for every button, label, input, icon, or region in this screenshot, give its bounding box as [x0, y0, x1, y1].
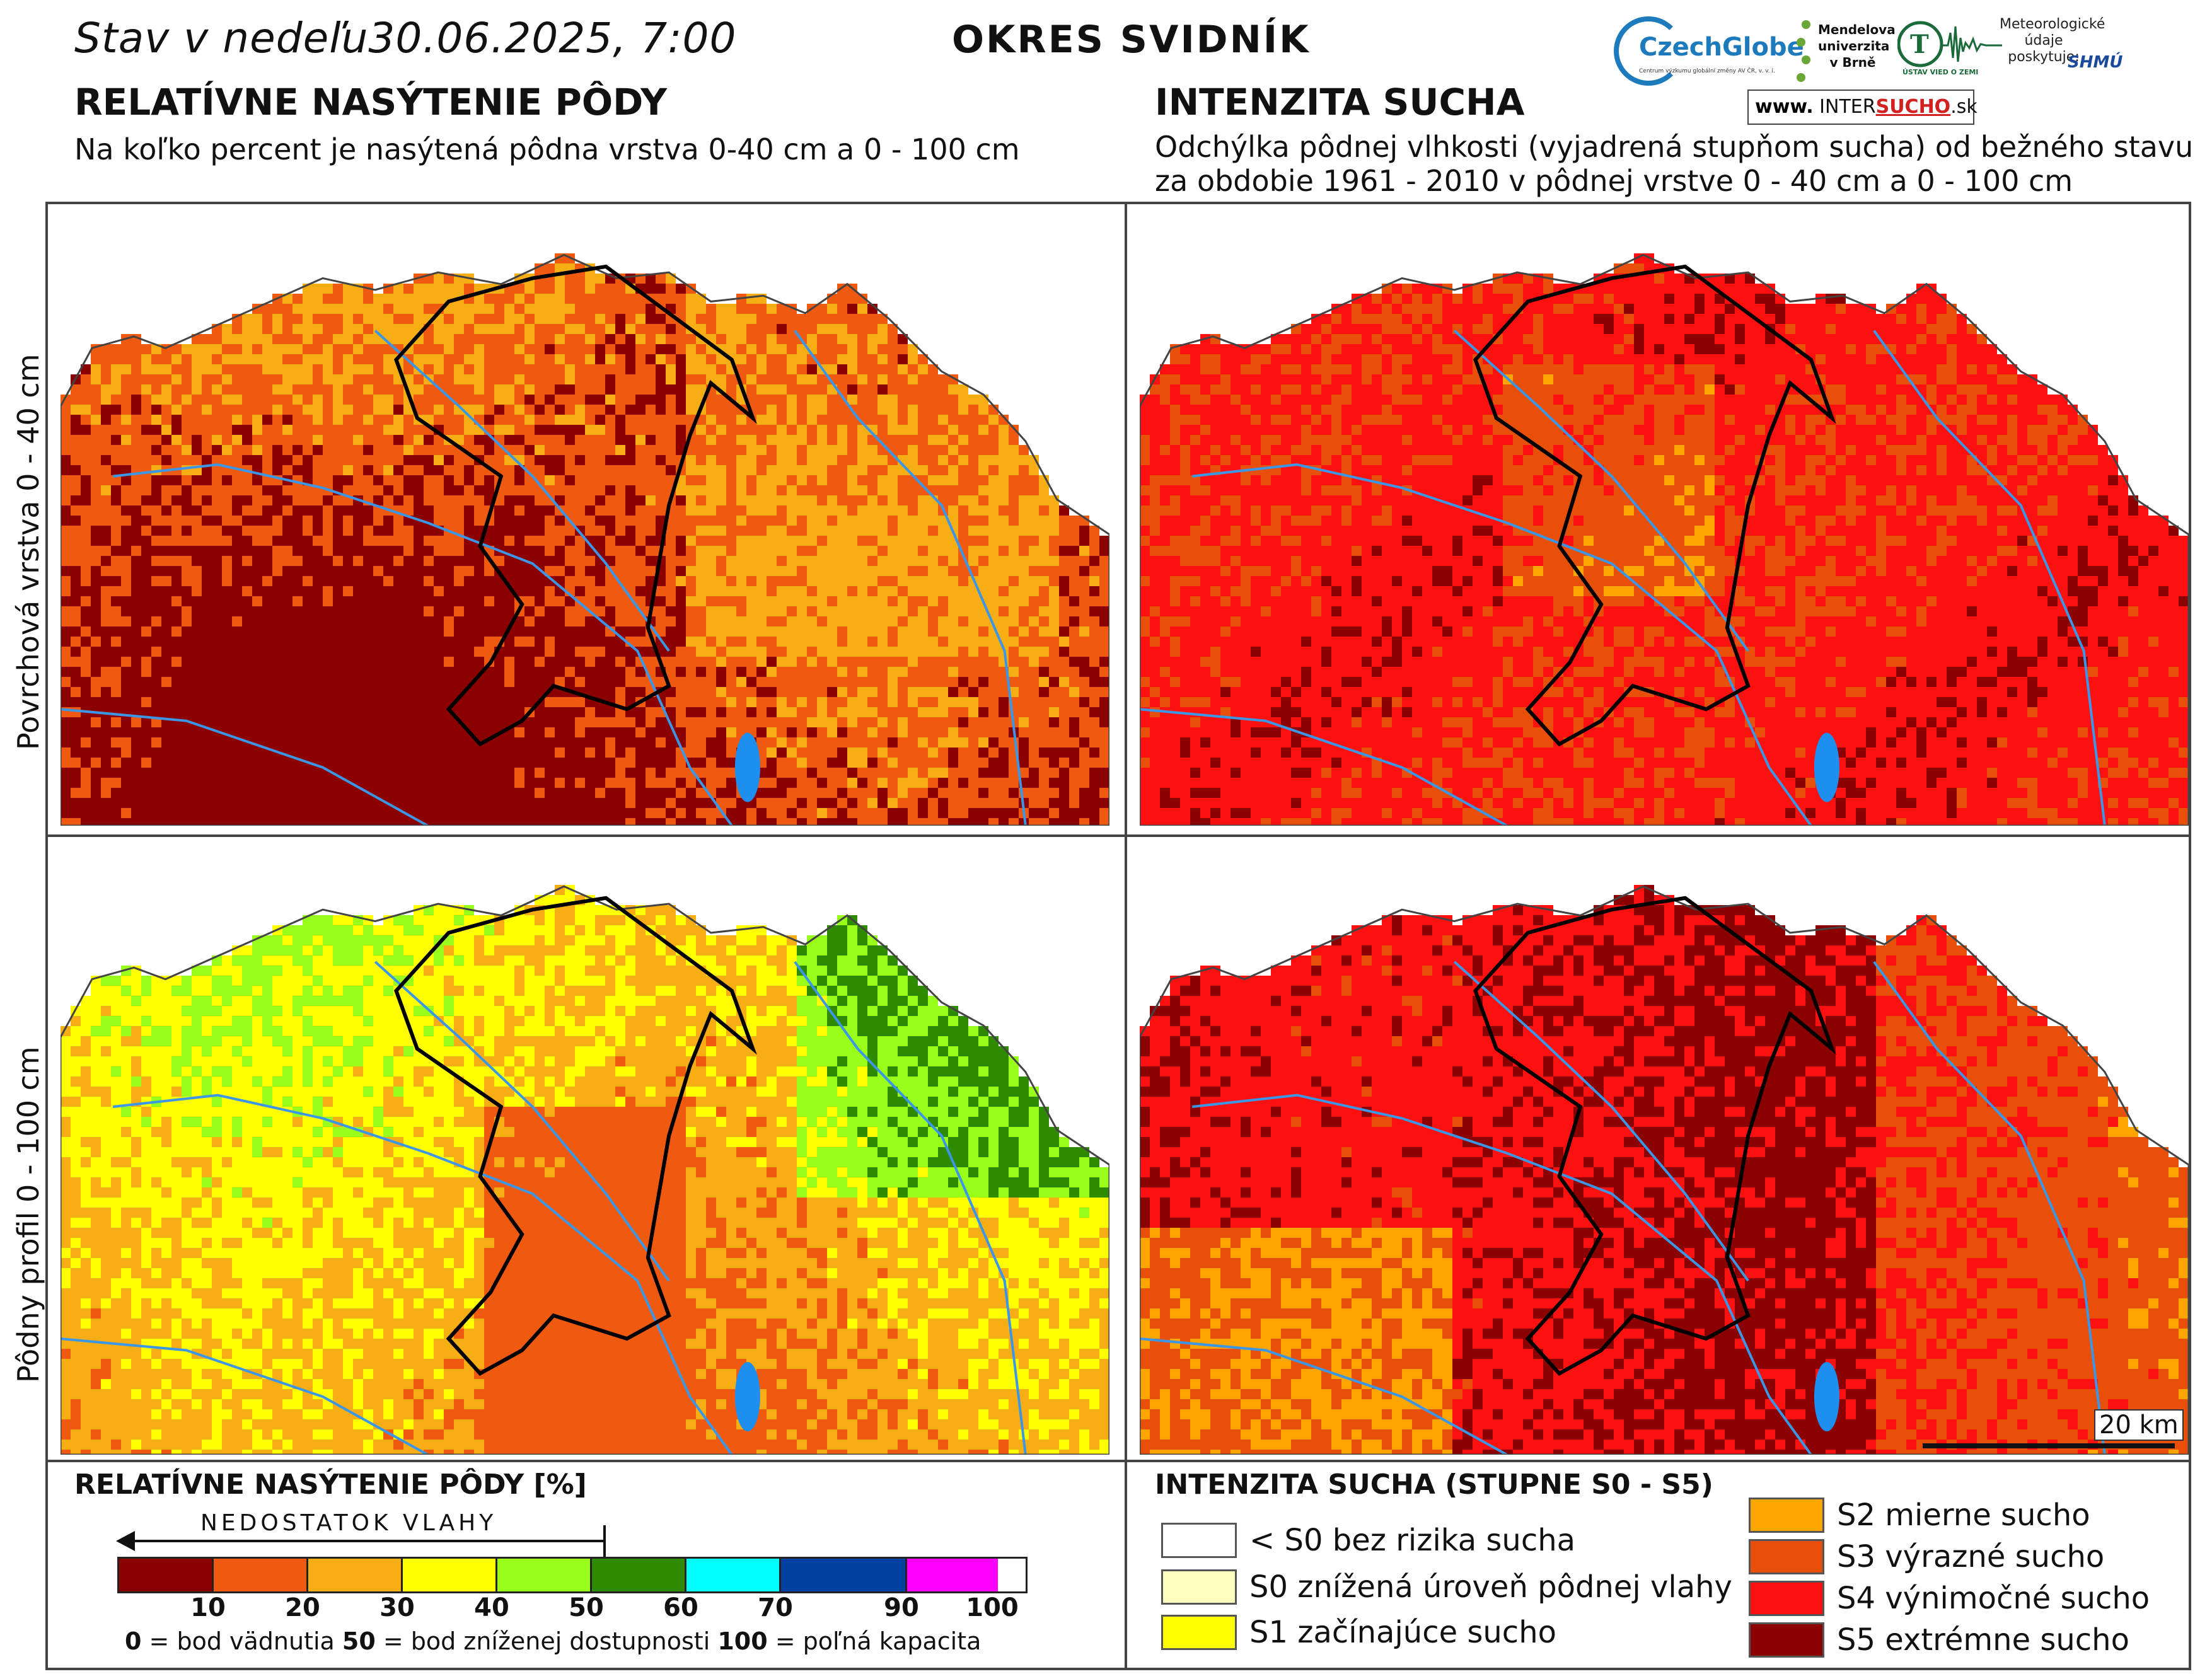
- map-drought-profile: [1140, 875, 2189, 1455]
- drought-legend-swatch: [1749, 1622, 1824, 1658]
- shmu-caption: Meteorologické údaje poskytuje:: [2000, 16, 2105, 66]
- drought-legend-label: S2 mierne sucho: [1837, 1498, 2090, 1533]
- saturation-legend-title: RELATÍVNE NASÝTENIE PÔDY [%]: [74, 1469, 587, 1501]
- deficit-arrow: [116, 1531, 605, 1551]
- colorbar-tick-label: 30: [379, 1593, 415, 1622]
- intersucho-logo: www. INTERSUCHO.sk: [1747, 89, 1977, 125]
- drought-legend-title: INTENZITA SUCHA (STUPNE S0 - S5): [1155, 1469, 1713, 1501]
- saturation-colorbar: [117, 1557, 1028, 1593]
- drought-legend-swatch: [1749, 1539, 1824, 1574]
- map-drought-topsoil: [1140, 243, 2189, 826]
- colorbar-tick-label: 10: [190, 1593, 226, 1622]
- date-label: Stav v nedeľu30.06.2025, 7:00: [74, 14, 736, 62]
- partner-logos: CzechGlobe Centrum výzkumu globální změn…: [1601, 8, 2143, 125]
- drought-legend-label: S5 extrémne sucho: [1837, 1622, 2129, 1658]
- grid-divider-horizontal: [45, 834, 2191, 837]
- drought-legend-swatch: [1161, 1615, 1237, 1650]
- district-title: OKRES SVIDNÍK: [952, 18, 1311, 62]
- shmu-logo: SHMÚ: [2068, 53, 2122, 72]
- svg-text:T: T: [1910, 30, 1929, 59]
- drought-legend-label: < S0 bez rizika sucha: [1249, 1523, 1575, 1558]
- row-label-topsoil: Povrchová vrstva 0 - 40 cm: [11, 354, 45, 750]
- drought-legend-item: S0 znížená úroveň pôdnej vlahy: [1161, 1568, 1732, 1606]
- colorbar-swatch-60-70: [686, 1559, 781, 1591]
- scale-bar-label: 20 km: [2094, 1409, 2184, 1441]
- drought-legend-label: S4 výnimočné sucho: [1837, 1581, 2150, 1616]
- colorbar-swatch-40-50: [497, 1559, 592, 1591]
- row-label-profile: Pôdny profil 0 - 100 cm: [11, 1046, 45, 1383]
- map-saturation-topsoil: [61, 243, 1109, 826]
- mendel-university-logo: Mendelova univerzita v Brně: [1797, 15, 1896, 91]
- drought-legend-label: S0 znížená úroveň pôdnej vlahy: [1249, 1569, 1732, 1605]
- drought-legend-swatch: [1161, 1569, 1237, 1605]
- earth-science-institute-logo: T ÚSTAV VIED O ZEMI: [1897, 20, 2005, 83]
- map-saturation-profile: [61, 875, 1109, 1455]
- drought-legend-label: S1 začínajúce sucho: [1249, 1615, 1556, 1650]
- colorbar-swatch-30-40: [403, 1559, 497, 1591]
- drought-legend-item: S5 extrémne sucho: [1749, 1621, 2129, 1659]
- drought-legend-item: S1 začínajúce sucho: [1161, 1613, 1556, 1651]
- saturation-subtitle: Na koľko percent je nasýtená pôdna vrstv…: [74, 132, 1020, 166]
- colorbar-tick-label: 40: [474, 1593, 509, 1622]
- colorbar-swatch-90-100: [907, 1559, 998, 1591]
- colorbar-swatch-70-90: [781, 1559, 907, 1591]
- czechglobe-logo: CzechGlobe Centrum výzkumu globální změn…: [1614, 16, 1804, 86]
- drought-legend-item: S3 výrazné sucho: [1749, 1538, 2104, 1576]
- colorbar-tick-label: 70: [758, 1593, 793, 1622]
- drought-title: INTENZITA SUCHA: [1155, 81, 1525, 124]
- colorbar-swatch-20-30: [308, 1559, 403, 1591]
- drought-subtitle-line-2: za obdobie 1961 - 2010 v pôdnej vrstve 0…: [1155, 164, 2073, 198]
- map-grid-frame: [45, 202, 2191, 1670]
- grid-divider-vertical: [1125, 202, 1127, 1670]
- colorbar-tick-label: 60: [663, 1593, 698, 1622]
- drought-legend-item: S4 výnimočné sucho: [1749, 1579, 2150, 1617]
- colorbar-swatch-10-20: [214, 1559, 308, 1591]
- saturation-explanation: 0 = bod vädnutia 50 = bod zníženej dostu…: [125, 1627, 981, 1655]
- drought-legend-label: S3 výrazné sucho: [1837, 1539, 2104, 1574]
- drought-legend-item: S2 mierne sucho: [1749, 1496, 2090, 1534]
- legend-divider: [45, 1460, 2191, 1462]
- colorbar-tick-label: 100: [966, 1593, 1019, 1622]
- colorbar-tick-label: 90: [884, 1593, 919, 1622]
- drought-legend-swatch: [1161, 1523, 1237, 1558]
- drought-legend-item: < S0 bez rizika sucha: [1161, 1521, 1575, 1559]
- scale-bar: [1923, 1443, 2175, 1448]
- drought-legend-swatch: [1749, 1581, 1824, 1616]
- drought-subtitle-line-1: Odchýlka pôdnej vlhkosti (vyjadrená stup…: [1155, 130, 2193, 164]
- deficit-label: NEDOSTATOK VLAHY: [200, 1510, 497, 1536]
- deficit-arrow-tick: [603, 1525, 606, 1557]
- colorbar-tick-label: 50: [569, 1593, 604, 1622]
- colorbar-swatch-50-60: [592, 1559, 686, 1591]
- drought-legend-swatch: [1749, 1498, 1824, 1533]
- colorbar-swatch-0-10: [119, 1559, 214, 1591]
- colorbar-tick-label: 20: [285, 1593, 320, 1622]
- saturation-title: RELATÍVNE NASÝTENIE PÔDY: [74, 81, 667, 124]
